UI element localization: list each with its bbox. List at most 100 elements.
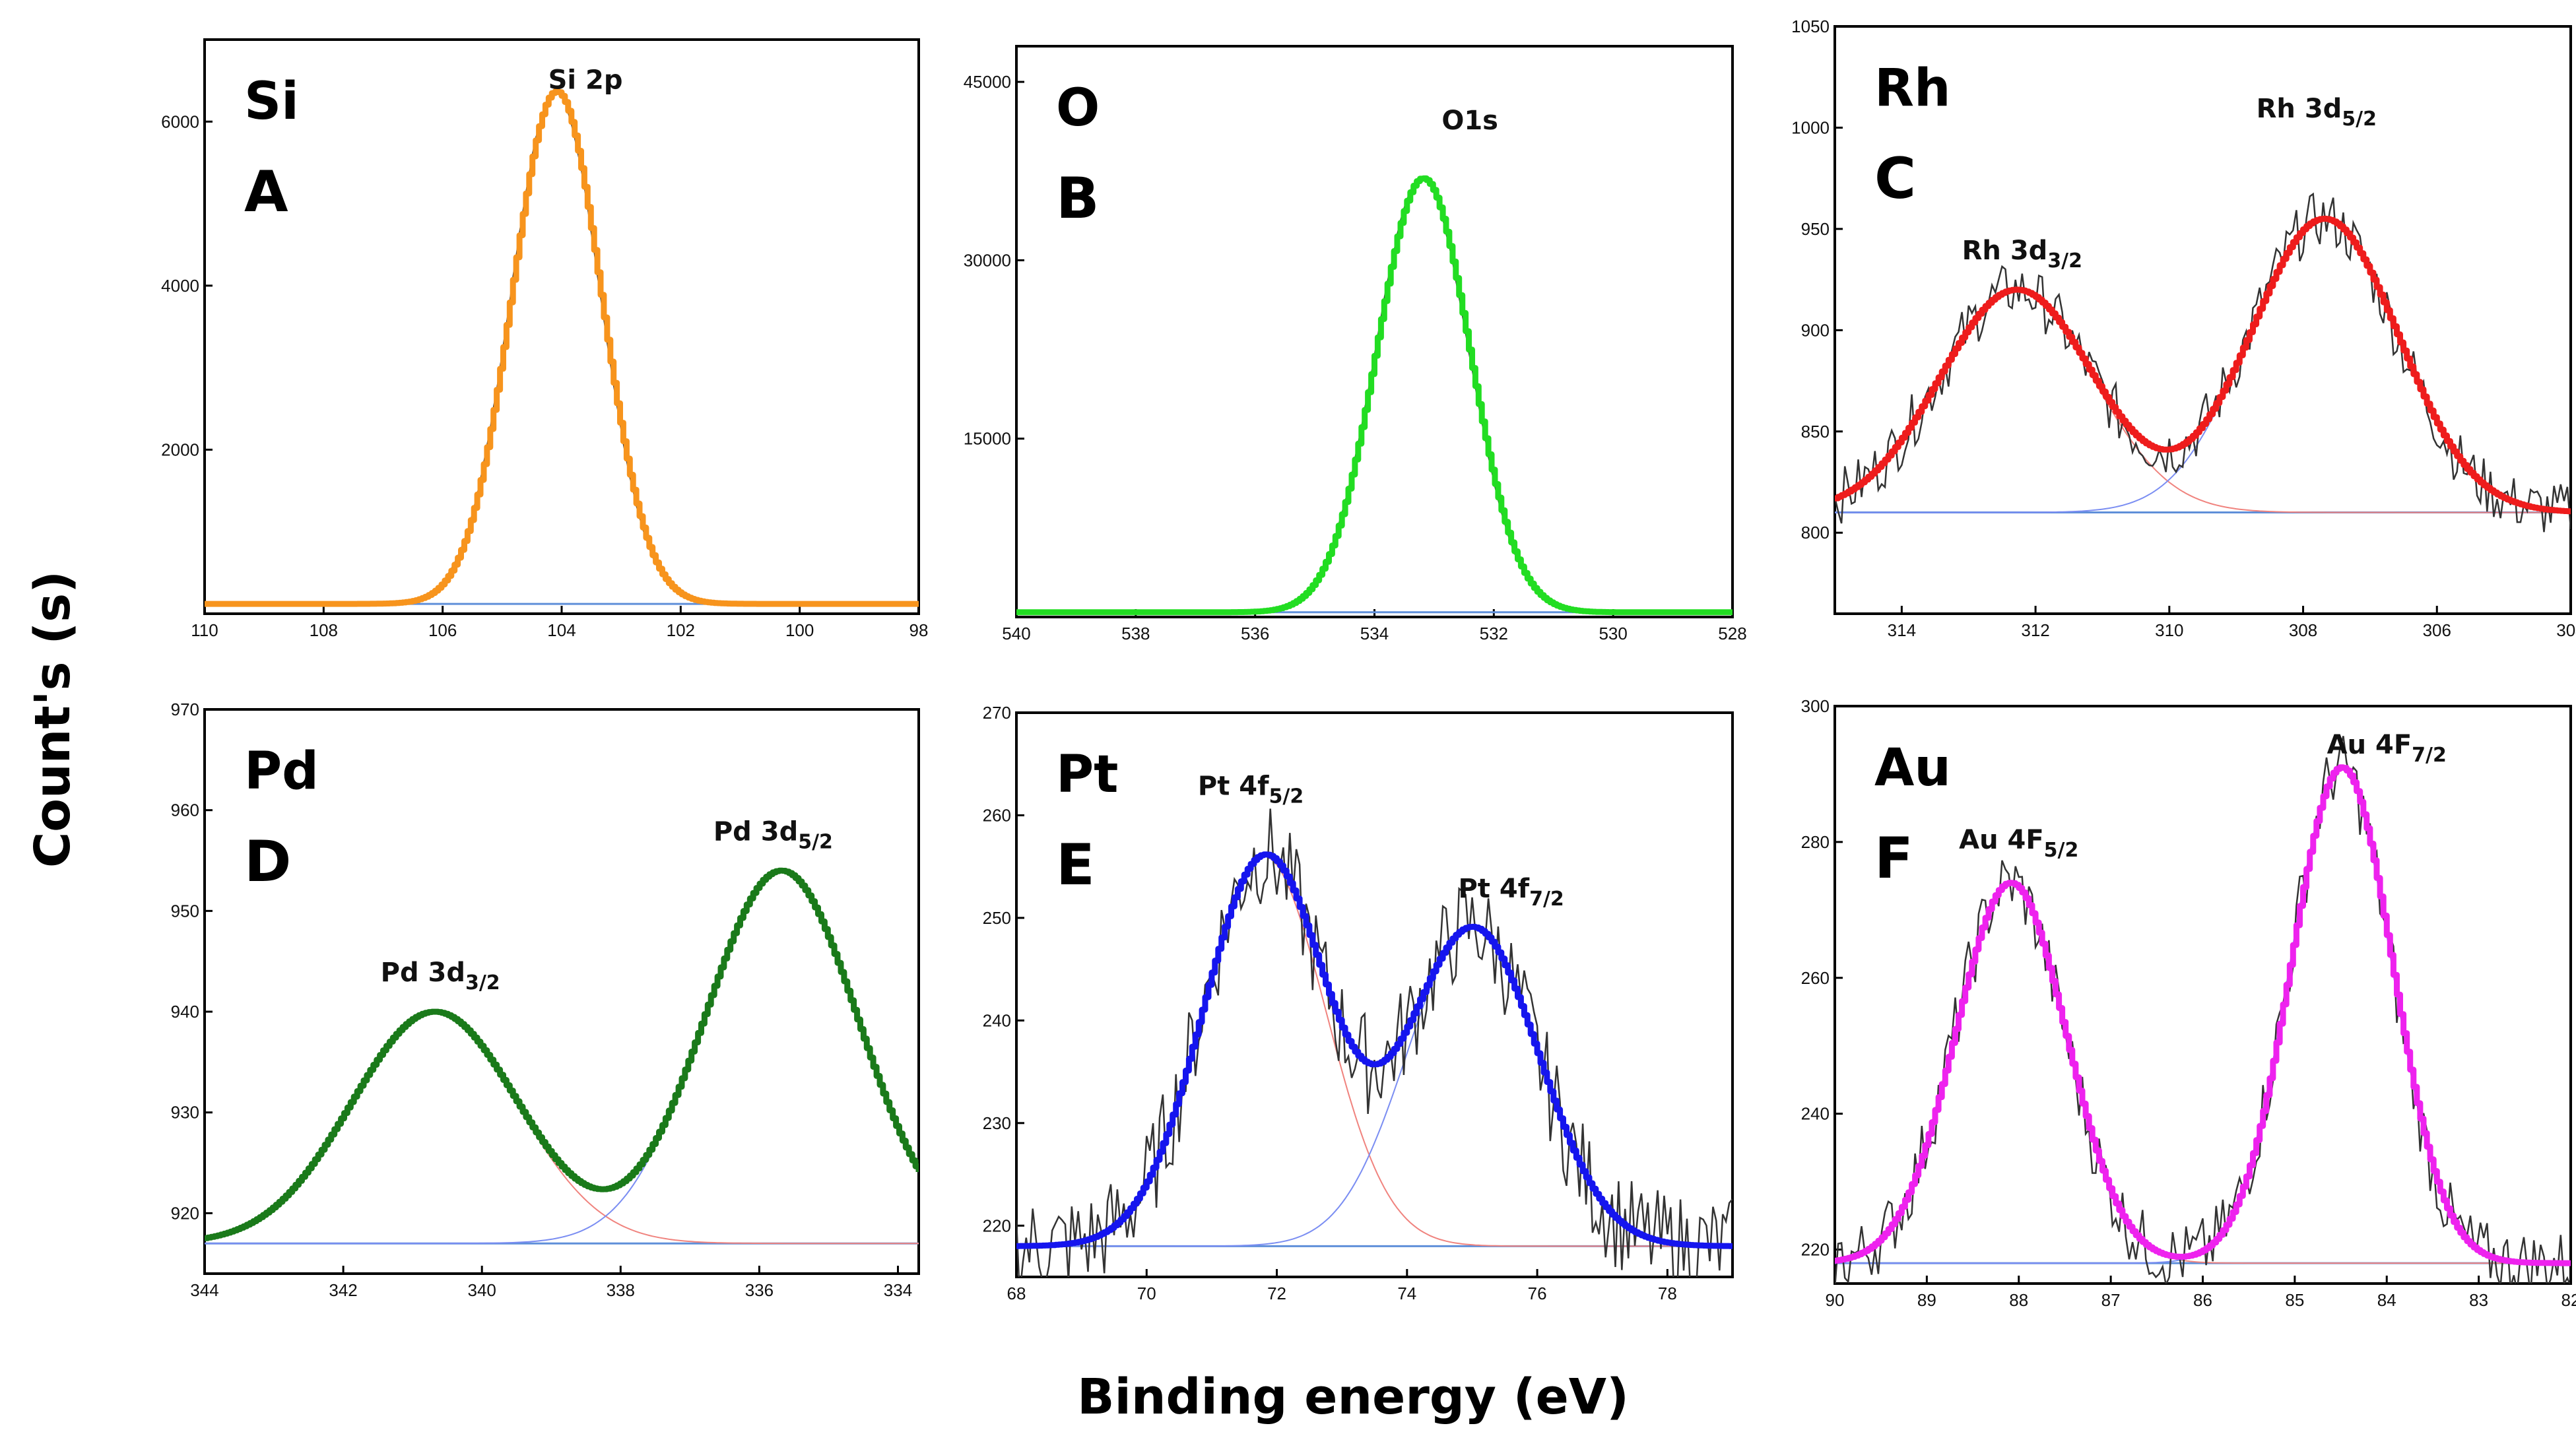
y-tick-label: 240 (983, 1010, 1011, 1030)
x-tick-label: 538 (1121, 624, 1150, 643)
peak-annotation: Rh 3d5/2 (2257, 94, 2377, 131)
raw-spectrum (1835, 192, 2571, 533)
x-tick-label: 540 (1002, 624, 1030, 643)
x-tick-label: 106 (428, 620, 457, 640)
x-tick-label: 314 (1888, 620, 1916, 640)
y-tick-label: 15000 (964, 429, 1011, 449)
peak-component (1016, 178, 1733, 613)
x-tick-label: 89 (1917, 1290, 1936, 1310)
x-tick-label: 88 (2009, 1290, 2028, 1310)
x-tick-label: 536 (1241, 624, 1269, 643)
panel-letter: A (244, 159, 288, 225)
y-tick-label: 280 (1801, 832, 1830, 852)
x-tick-label: 72 (1267, 1284, 1286, 1303)
y-tick-label: 900 (1801, 320, 1830, 340)
element-label: Pd (244, 742, 319, 801)
y-tick-label: 1000 (1791, 117, 1830, 137)
x-tick-label: 108 (310, 620, 338, 640)
x-tick-label: 100 (785, 620, 814, 640)
x-axis-label: Binding energy (eV) (1077, 1369, 1629, 1425)
panel-D: 344 342 340 338 336 334 920 930 940 950 960 970 Pd D P… (171, 700, 920, 1300)
peak-annotation: Pt 4f7/2 (1458, 874, 1564, 911)
x-tick-label: 84 (2377, 1290, 2396, 1310)
x-tick-label: 82 (2561, 1290, 2576, 1310)
x-tick-label: 336 (745, 1280, 774, 1300)
y-tick-label: 45000 (964, 72, 1011, 92)
x-tick-label: 312 (2021, 620, 2049, 640)
y-axis-label: Count's (s) (24, 571, 81, 868)
y-tick-label: 30000 (964, 250, 1011, 270)
y-tick-label: 240 (1801, 1104, 1830, 1124)
y-tick-label: 4000 (161, 276, 199, 296)
panel-letter: C (1874, 146, 1916, 212)
raw-spectrum (1016, 177, 1733, 615)
x-tick-label: 528 (1718, 624, 1746, 643)
y-tick-label: 260 (983, 805, 1011, 825)
y-tick-label: 6000 (161, 112, 199, 131)
x-tick-label: 532 (1480, 624, 1508, 643)
y-tick-label: 1050 (1791, 16, 1830, 36)
peak-annotation: Au 4F5/2 (1959, 825, 2078, 862)
panel-letter: D (244, 829, 291, 895)
x-tick-label: 83 (2469, 1290, 2488, 1310)
peak-annotation: Pt 4f5/2 (1198, 771, 1304, 808)
x-tick-label: 102 (667, 620, 695, 640)
x-tick-label: 74 (1397, 1284, 1416, 1303)
y-tick-label: 300 (1801, 696, 1830, 716)
raw-spectrum (1835, 736, 2571, 1284)
x-tick-label: 85 (2285, 1290, 2304, 1310)
peak-annotation: Si 2p (548, 65, 623, 96)
peak-annotation: Au 4F7/2 (2327, 730, 2447, 767)
fit-envelope (1016, 851, 1733, 1249)
x-tick-label: 90 (1826, 1290, 1845, 1310)
x-tick-label: 340 (467, 1280, 496, 1300)
peak-annotation: Rh 3d3/2 (1962, 236, 2082, 273)
y-tick-label: 960 (171, 800, 199, 820)
x-tick-label: 344 (190, 1280, 218, 1300)
y-tick-label: 940 (171, 1002, 199, 1022)
x-tick-label: 310 (2155, 620, 2183, 640)
x-tick-label: 308 (2289, 620, 2317, 640)
peak-component (1016, 855, 1733, 1247)
plot-frame (203, 38, 920, 615)
x-tick-label: 304 (2556, 620, 2576, 640)
x-tick-label: 306 (2423, 620, 2451, 640)
y-tick-label: 920 (171, 1203, 199, 1223)
plot-frame (1015, 45, 1734, 618)
y-tick-label: 970 (171, 700, 199, 719)
panel-B: 540 538 536 534 532 530 528 15000 30000 45000 OB O1… (964, 45, 1747, 643)
element-label: Si (244, 72, 299, 131)
panel-C: 314 312 310 308 306 304 800 850 900 950 1000 1050 Rh… (1791, 16, 2576, 640)
peak-annotation: O1s (1441, 106, 1498, 136)
plot-frame (1833, 25, 2572, 615)
x-tick-label: 78 (1658, 1284, 1677, 1303)
x-tick-label: 104 (547, 620, 576, 640)
y-tick-label: 220 (1801, 1240, 1830, 1260)
panel-letter: F (1874, 826, 1913, 892)
y-tick-label: 260 (1801, 968, 1830, 988)
y-tick-label: 270 (983, 703, 1011, 723)
element-label: Au (1874, 738, 1951, 798)
element-label: Rh (1874, 59, 1951, 118)
peak-annotation: Pd 3d3/2 (381, 958, 500, 994)
raw-spectrum (205, 90, 919, 606)
panel-letter: B (1056, 166, 1100, 232)
peak-component (1016, 927, 1733, 1247)
peak-component (205, 1011, 919, 1245)
x-tick-label: 98 (909, 620, 929, 640)
y-tick-label: 850 (1801, 422, 1830, 441)
x-tick-label: 86 (2193, 1290, 2212, 1310)
x-tick-label: 87 (2101, 1290, 2121, 1310)
x-tick-label: 110 (191, 620, 218, 640)
fit-envelope (1016, 175, 1733, 616)
y-tick-label: 950 (1801, 219, 1830, 239)
y-tick-label: 930 (171, 1103, 199, 1123)
plot-frame (203, 708, 920, 1275)
panel-E: 68 70 72 74 76 78 220 230 240 250 260 270 Pt E Pt 4f5/… (983, 703, 1734, 1303)
x-tick-label: 76 (1528, 1284, 1547, 1303)
panel-F: 90 89 88 87 86 85 84 83 82 220 240 260 280 300 Au F Au 4… (1801, 696, 2576, 1310)
panels: 110 108 106 104 102 100 98 2000 4000 6000 Si A Si 2p… (161, 16, 2576, 1310)
x-tick-label: 530 (1599, 624, 1627, 643)
fit-envelope (205, 867, 919, 1241)
